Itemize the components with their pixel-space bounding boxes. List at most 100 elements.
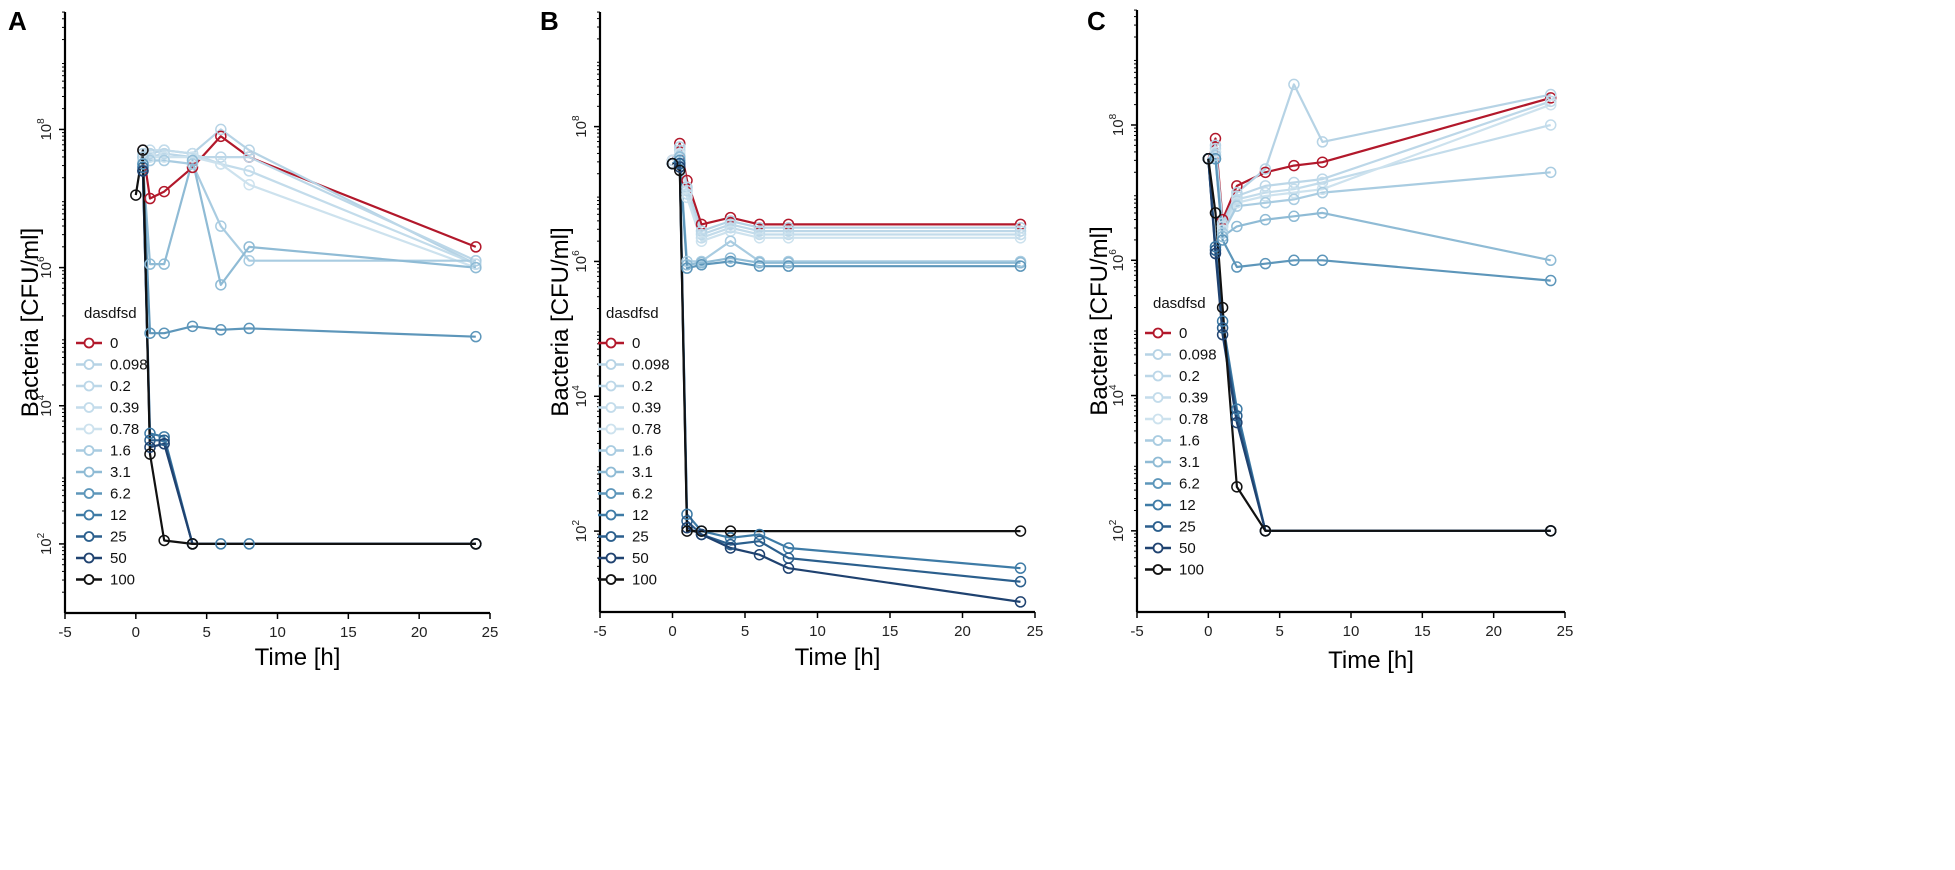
legend-entry: 6.2 — [110, 486, 131, 503]
data-point-0.098 — [215, 123, 227, 136]
x-tick-label: 5 — [741, 623, 749, 640]
data-point-100 — [695, 525, 708, 537]
x-tick-label: 25 — [482, 624, 499, 641]
data-point-3.1 — [215, 279, 227, 291]
legend-entry: 0.78 — [110, 421, 139, 438]
legend-swatch-marker — [605, 531, 617, 542]
legend-swatch-marker — [83, 488, 95, 499]
x-tick-label: 0 — [132, 624, 140, 641]
data-point-1.6 — [1259, 197, 1272, 209]
data-point-50 — [1209, 247, 1222, 260]
data-point-12 — [753, 528, 766, 541]
legend-swatch-marker — [1152, 392, 1164, 403]
data-point-50 — [753, 548, 766, 561]
data-point-25 — [753, 535, 766, 547]
x-tick-label: 20 — [954, 623, 971, 640]
series-line-25 — [1207, 158, 1551, 532]
data-point-1.6 — [215, 220, 227, 232]
svg-text:Bacteria [CFU/ml]: Bacteria [CFU/ml] — [1086, 226, 1113, 415]
data-point-0.78 — [158, 151, 170, 163]
data-point-0.2 — [753, 225, 766, 237]
data-point-100 — [681, 525, 693, 537]
svg-text:102: 102 — [571, 520, 590, 543]
data-point-6.2 — [753, 260, 766, 272]
legend-entry: 100 — [632, 572, 657, 589]
series-line-1.6 — [671, 155, 1021, 263]
data-point-100 — [666, 157, 679, 170]
x-tick-label: 15 — [882, 623, 899, 640]
data-point-0 — [1259, 166, 1272, 179]
data-point-3.1 — [753, 257, 766, 269]
y-tick-label: 102 — [36, 532, 55, 555]
data-point-50 — [724, 542, 737, 554]
legend-title: dasdfsd — [84, 305, 137, 322]
legend-swatch-marker — [83, 531, 95, 542]
data-point-1.6 — [186, 158, 199, 170]
data-point-0.2 — [724, 218, 737, 231]
data-point-0.78 — [1316, 183, 1329, 195]
data-point-0.78 — [1231, 197, 1243, 209]
data-point-1.6 — [158, 154, 170, 167]
legend-swatch-marker — [1152, 478, 1164, 489]
legend-entry: 12 — [1179, 497, 1196, 514]
x-tick-label: 15 — [340, 624, 357, 641]
data-point-6.2 — [724, 255, 737, 268]
legend-entry: 0.2 — [632, 378, 653, 395]
series-line-0 — [671, 142, 1021, 226]
data-point-50 — [681, 521, 693, 534]
data-point-25 — [1209, 244, 1222, 256]
y-axis-label: Bacteria [CFU/ml] — [547, 227, 574, 416]
y-tick-label: 108 — [571, 115, 590, 138]
data-point-3.1 — [681, 259, 693, 271]
y-axis-label: Bacteria [CFU/ml] — [1086, 226, 1113, 415]
data-point-50 — [1216, 328, 1229, 341]
data-point-6.2 — [681, 262, 693, 274]
data-point-0.2 — [158, 147, 170, 160]
data-point-3.1 — [1544, 254, 1557, 267]
data-point-100 — [724, 525, 737, 537]
legend-entry: 0.2 — [110, 378, 131, 395]
data-point-6.2 — [1288, 254, 1300, 267]
legend-swatch-marker — [605, 466, 617, 478]
data-point-100 — [1231, 481, 1243, 493]
series-line-50 — [1207, 158, 1551, 532]
legend-entry: 0.39 — [1179, 390, 1208, 407]
panel-letter: B — [540, 6, 559, 36]
legend-swatch-marker — [1152, 499, 1164, 511]
data-point-1.6 — [144, 154, 156, 167]
data-point-0.2 — [1544, 95, 1557, 108]
data-point-6.2 — [1209, 153, 1222, 165]
legend-entry: 0 — [110, 335, 118, 352]
legend-entry: 0.2 — [1179, 368, 1200, 385]
data-point-0.39 — [1544, 119, 1557, 131]
svg-text:Bacteria [CFU/ml]: Bacteria [CFU/ml] — [17, 228, 44, 417]
legend-entry: 1.6 — [632, 443, 653, 460]
x-tick-label: -5 — [1130, 623, 1143, 640]
data-point-0.39 — [681, 188, 693, 200]
data-point-6.2 — [215, 324, 227, 336]
data-point-25 — [1231, 410, 1243, 422]
data-point-3.1 — [186, 154, 199, 167]
data-point-100 — [144, 448, 156, 460]
legend-entry: 3.1 — [1179, 454, 1200, 471]
legend-swatch-marker — [605, 359, 617, 370]
x-tick-label: 10 — [269, 624, 286, 641]
series-line-12 — [1207, 158, 1551, 532]
legend-entry: 0.39 — [110, 400, 139, 417]
data-point-6.2 — [144, 327, 156, 339]
legend-swatch-marker — [83, 509, 95, 521]
legend-entry: 1.6 — [110, 443, 131, 460]
data-point-0.2 — [215, 151, 227, 163]
legend-entry: 3.1 — [632, 464, 653, 481]
series-line-6.2 — [141, 163, 476, 338]
data-point-50 — [144, 441, 156, 453]
data-point-0 — [1288, 159, 1300, 172]
data-point-0.78 — [753, 232, 766, 244]
legend-swatch-marker — [83, 445, 95, 456]
data-point-25 — [1014, 575, 1027, 588]
data-point-0.098 — [243, 144, 255, 156]
data-point-6.2 — [1544, 274, 1557, 287]
x-axis-label: Time [h] — [795, 644, 881, 671]
data-point-12 — [1209, 240, 1222, 253]
